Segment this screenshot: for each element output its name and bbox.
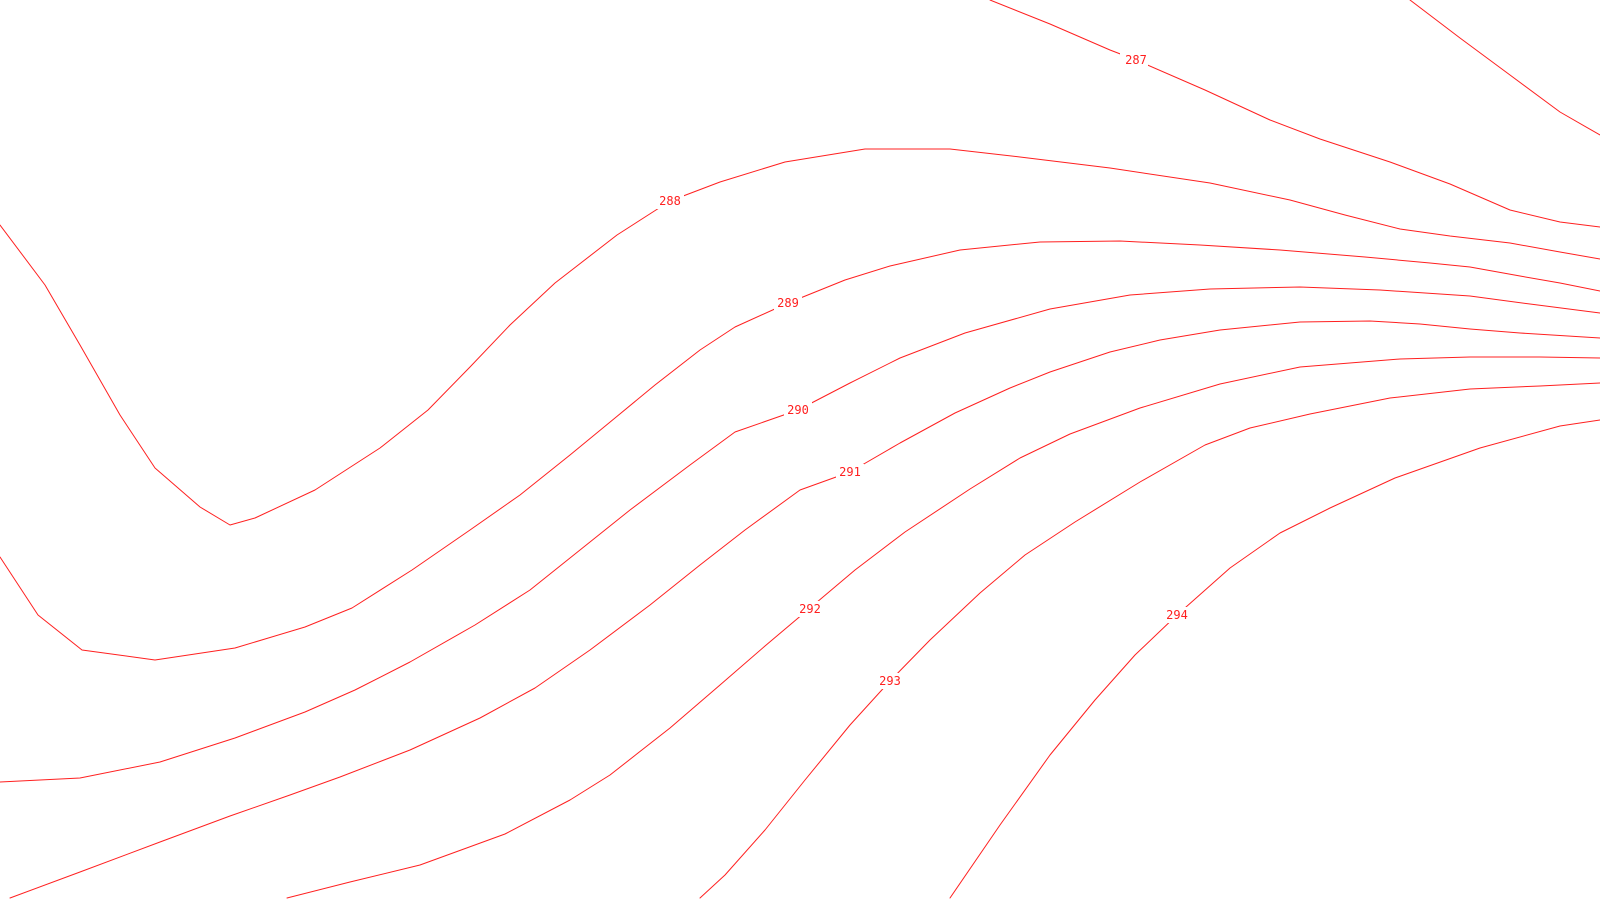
contour-label-287: 287: [1125, 53, 1147, 67]
contour-label-294: 294: [1166, 608, 1188, 622]
contour-line-293: [699, 382, 1600, 899]
contour-line-290: [0, 286, 1600, 783]
contour-291: 291: [9, 320, 1600, 899]
contour-289: 289: [0, 240, 1600, 661]
contour-288: 288: [0, 148, 1600, 526]
contour-label-288: 288: [659, 194, 681, 208]
contour-line-294: [949, 419, 1600, 899]
contour-line-291: [9, 320, 1600, 899]
contour-label-289: 289: [777, 296, 799, 310]
contour-line-unlabeled: [1409, 0, 1600, 136]
contour-label-292: 292: [799, 602, 821, 616]
contour-line-288: [0, 148, 1600, 526]
contour-292: 292: [286, 356, 1600, 899]
contour-287: 287: [989, 0, 1600, 228]
contour-line-289: [0, 240, 1600, 661]
contour-293: 293: [699, 382, 1600, 899]
contour-label-293: 293: [879, 674, 901, 688]
contour-290: 290: [0, 286, 1600, 783]
contour-label-291: 291: [839, 465, 861, 479]
contour-line-292: [286, 356, 1600, 899]
contour-label-290: 290: [787, 403, 809, 417]
contour-line-287: [989, 0, 1600, 228]
contour-294: 294: [949, 419, 1600, 899]
